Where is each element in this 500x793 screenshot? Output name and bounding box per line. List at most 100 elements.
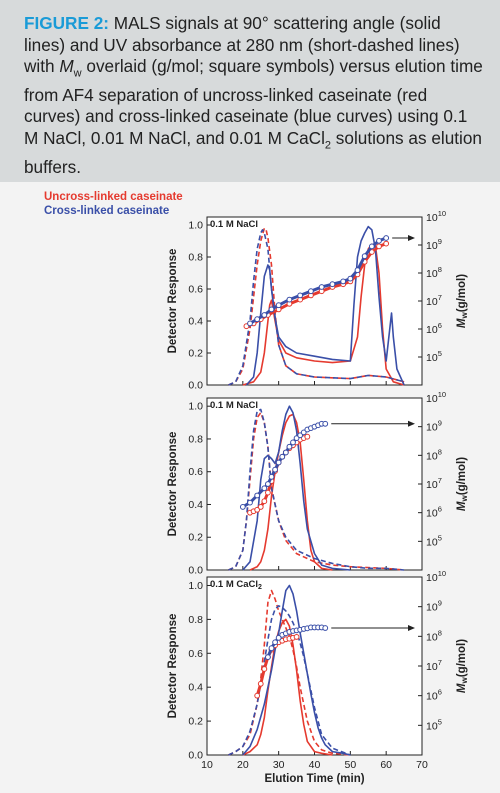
caption-text: FIGURE 2: MALS signals at 90° scattering… [24,13,486,178]
uv-blue-line [228,605,351,756]
x-tick-label: 40 [309,759,321,771]
x-tick-label: 70 [416,759,428,771]
mw-blue-marker [275,459,282,466]
mw-blue-marker [268,645,275,652]
uv-blue-line [228,408,405,571]
y2-axis-label: Mw(g/mol) [456,639,469,693]
y2-tick-label: 105 [426,533,442,548]
mw-blue-marker [261,312,268,318]
mw-red-marker [265,489,271,496]
mals-red-line [242,618,333,756]
y2-tick-label: 105 [426,717,442,732]
mw-blue-marker [261,485,268,492]
mw-red-marker [254,692,261,699]
y2-tick-label: 1010 [426,569,446,584]
y-tick-label: 1.0 [188,401,203,413]
y2-tick-label: 105 [426,349,442,364]
mw-blue-marker [254,492,261,499]
x-tick-label: 50 [344,759,356,771]
figure-caption: FIGURE 2: MALS signals at 90° scattering… [0,0,500,182]
mw-blue-marker [268,306,275,313]
y2-tick-label: 108 [426,265,442,280]
y-tick-label: 0.2 [188,532,203,544]
x-tick-label: 60 [380,759,392,771]
mw-blue-marker [322,625,329,631]
mw-blue-marker [265,654,271,660]
mw-blue-marker [286,443,293,450]
y2-tick-label: 1010 [426,209,446,224]
mw-symbol: M [59,56,74,76]
y2-tick-label: 109 [426,419,442,434]
mw-blue-marker [376,237,382,244]
plot-frame [206,216,423,386]
y2-tick-label: 107 [426,658,442,673]
mw-red-marker [293,634,300,640]
panel-2: 0.0 0.2 0.4 0.6 0.8 1.0 105 106 107 108 109 1010 0.1… [167,390,469,577]
mw-blue-marker [272,639,278,646]
y2-tick-label: 108 [426,628,442,643]
mw-blue-marker [383,235,390,241]
mw-blue-marker [247,320,253,327]
mw-blue-marker [293,435,300,442]
y2-tick-label: 107 [426,293,442,308]
y2-tick-label: 109 [426,599,442,614]
mw-blue-marker [275,302,282,309]
x-tick-label: 20 [237,759,249,771]
mw-axis-arrow-head [408,625,415,632]
mw-red-marker [257,504,264,510]
caption-part-1: MALS signals at 90° scattering angle (so… [24,13,460,76]
mw-blue-marker [318,284,325,290]
y-tick-label: 0.4 [188,682,203,694]
mw-blue-marker [247,499,253,506]
uv-blue-line [228,229,405,386]
y-axis-label: Detector Response [167,249,179,354]
y-tick-label: 0.0 [188,380,203,392]
y2-tick-label: 106 [426,505,442,520]
y2-tick-label: 106 [426,321,442,336]
mw-blue-marker [265,481,271,487]
mals-red-line [242,243,405,386]
y2-axis-label: Mw(g/mol) [456,457,469,511]
mw-blue-marker [322,420,329,427]
mals-red-line [249,413,333,571]
legend-uncrosslinked: Uncross-linked caseinate [44,191,183,203]
mw-blue-marker [329,281,336,288]
mals-blue-line [245,225,405,386]
x-tick-label: 10 [201,759,213,771]
caption-part-3: solutions as elution buffers. [24,127,482,177]
mw-blue-marker [290,439,296,446]
mw-blue-marker [361,253,368,260]
mals-blue-line [242,584,351,756]
x-axis-label: Elution Time (min) [264,773,364,785]
mw-blue-marker [239,504,246,510]
y-tick-label: 0.0 [188,750,203,762]
y-tick-label: 0.4 [188,316,203,328]
mw-blue-marker [286,296,293,303]
y-tick-label: 0.2 [188,348,203,360]
y-tick-label: 0.8 [188,614,203,626]
panel-3: 0.0 0.2 0.4 0.6 0.8 1.0 105 106 107 108 109 1010 0.1… [167,569,469,762]
y2-axis-label: Mw(g/mol) [456,274,469,328]
mw-axis-arrow-head [408,420,415,427]
y2-tick-label: 109 [426,237,442,252]
y-tick-label: 1.0 [188,220,203,232]
cacl-subscript: 2 [324,139,332,152]
mals-blue-line [242,405,351,571]
mw-red-marker [257,680,264,687]
figure-label: FIGURE 2: [24,13,109,33]
y2-tick-label: 108 [426,447,442,462]
mw-blue-marker [282,449,289,456]
y2-tick-label: 106 [426,688,442,703]
y-tick-label: 0.8 [188,252,203,264]
panel-label: 0.1 M NaCl [210,400,258,411]
mw-blue-marker [340,278,347,285]
panel-1: 0.0 0.2 0.4 0.6 0.8 1.0 105 106 107 108 109 1010 0.1… [167,209,469,392]
mw-red-marker [261,666,268,672]
y2-tick-label: 1010 [426,390,446,405]
panel-label: 0.1 M NaCl [210,219,258,230]
x-tick-label: 30 [273,759,285,771]
y-tick-label: 0.4 [188,499,203,511]
mw-blue-marker [268,473,275,480]
mw-blue-marker [347,275,354,282]
